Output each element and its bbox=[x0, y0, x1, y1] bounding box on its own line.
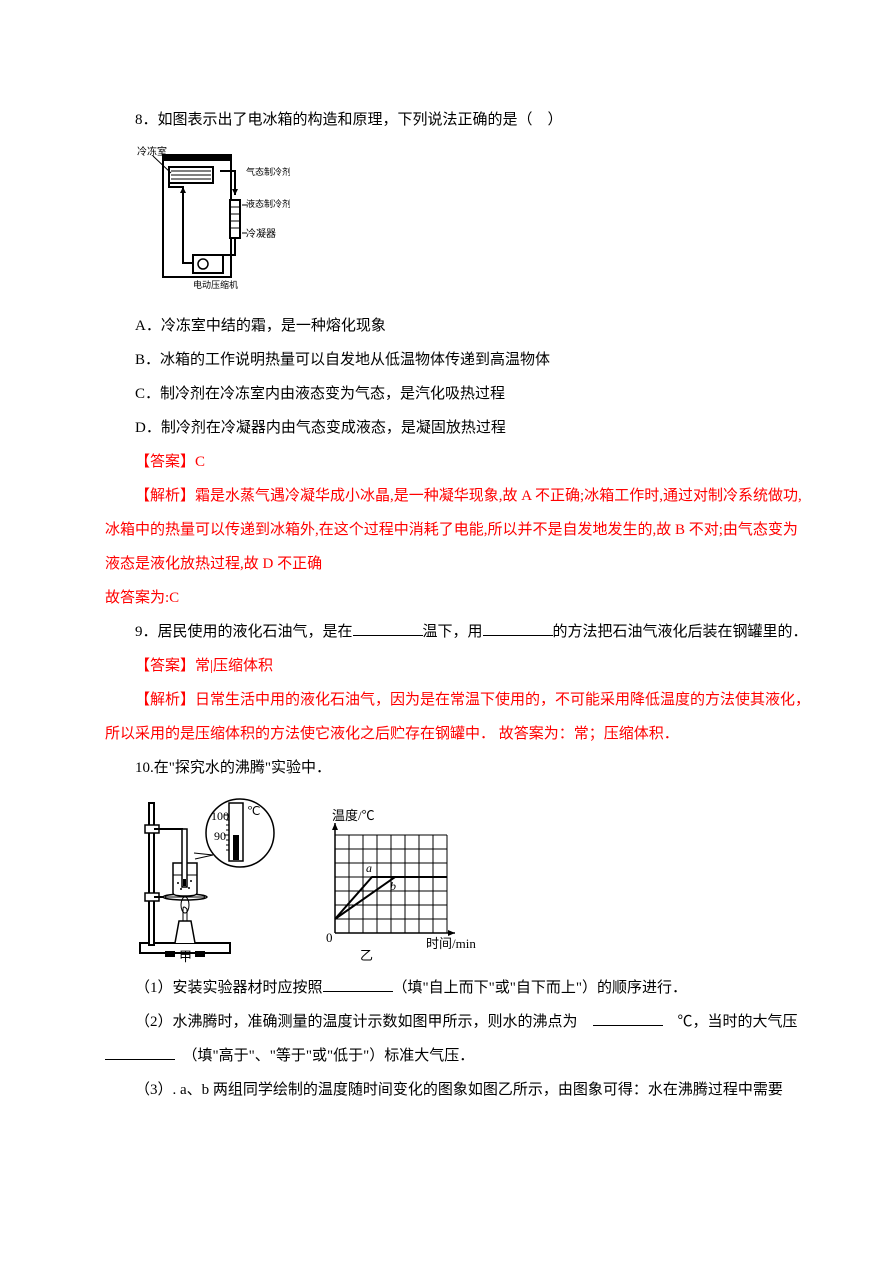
svg-text:100: 100 bbox=[211, 809, 229, 823]
q10-sub2-a: （2）水沸腾时，准确测量的温度计示数如图甲所示，则水的沸点为 bbox=[135, 1014, 593, 1030]
q9-answer: 【答案】常|压缩体积 bbox=[105, 651, 812, 681]
blank-boil bbox=[593, 1010, 663, 1027]
q8-opt-c: C．制冷剂在冷冻室内由液态变为气态，是汽化吸热过程 bbox=[105, 379, 812, 409]
q9-stem: 9．居民使用的液化石油气，是在 温下，用 的方法把石油气液化后装在钢罐里的． bbox=[105, 617, 812, 647]
answer-value: 常|压缩体积 bbox=[195, 658, 273, 674]
q10-sub1: （1）安装实验器材时应按照 （填"自上而下"或"自下而上"）的顺序进行． bbox=[105, 973, 812, 1003]
svg-text:气态制冷剂: 气态制冷剂 bbox=[246, 166, 290, 177]
answer-value: C bbox=[195, 454, 205, 470]
q10-graph: 温度/℃ a b 0 时间/min 乙 bbox=[310, 808, 480, 963]
q9-explain-line2: 所以采用的是压缩体积的方法使它液化之后贮存在钢罐中． 故答案为：常；压缩体积． bbox=[105, 719, 812, 749]
q9-stem-b: 温下，用 bbox=[423, 624, 483, 640]
blank-temp bbox=[353, 620, 423, 637]
q8-stem: 8．如图表示出了电冰箱的构造和原理，下列说法正确的是（ ） bbox=[105, 105, 812, 135]
svg-text:b: b bbox=[390, 879, 396, 893]
explain-text: 霜是水蒸气遇冷凝华成小冰晶,是一种凝华现象,故 A 不正确;冰箱工作时,通过对制… bbox=[195, 488, 802, 504]
svg-text:时间/min: 时间/min bbox=[426, 936, 476, 951]
q8-opt-a: A．冷冻室中结的霜，是一种熔化现象 bbox=[105, 311, 812, 341]
svg-text:甲: 甲 bbox=[179, 949, 192, 963]
explain-label: 【解析】 bbox=[135, 488, 195, 504]
q8-opt-d: D．制冷剂在冷凝器内由气态变成液态，是凝固放热过程 bbox=[105, 413, 812, 443]
q8-explain-line1: 【解析】霜是水蒸气遇冷凝华成小冰晶,是一种凝华现象,故 A 不正确;冰箱工作时,… bbox=[105, 481, 812, 511]
blank-pressure bbox=[105, 1044, 175, 1061]
svg-text:90: 90 bbox=[214, 829, 226, 843]
q8-answer: 【答案】C bbox=[105, 447, 812, 477]
q8-opt-b: B．冰箱的工作说明热量可以自发地从低温物体传递到高温物体 bbox=[105, 345, 812, 375]
q10-sub1-b: （填"自上而下"或"自下而上"）的顺序进行． bbox=[393, 980, 688, 996]
q8-explain-line2: 冰箱中的热量可以传递到冰箱外,在这个过程中消耗了电能,所以并不是自发地发生的,故… bbox=[105, 515, 812, 545]
q10-apparatus: 100 90 ℃ 甲 bbox=[135, 793, 280, 963]
svg-text:冷冻室: 冷冻室 bbox=[137, 145, 167, 158]
q10-sub2-b: ℃，当时的大气压 bbox=[663, 1014, 798, 1030]
q8-diagram: 冷冻室 气态制冷剂 液态制冷剂 冷凝器 电动压缩机 bbox=[135, 145, 812, 301]
explain-label: 【解析】 bbox=[135, 692, 195, 708]
svg-text:0: 0 bbox=[326, 930, 333, 945]
svg-text:电动压缩机: 电动压缩机 bbox=[193, 279, 238, 290]
svg-text:℃: ℃ bbox=[247, 804, 260, 818]
q10-sub2-line1: （2）水沸腾时，准确测量的温度计示数如图甲所示，则水的沸点为 ℃，当时的大气压 bbox=[105, 1007, 812, 1037]
answer-label: 【答案】 bbox=[135, 454, 195, 470]
svg-text:温度/℃: 温度/℃ bbox=[332, 808, 375, 823]
explain-text: 日常生活中用的液化石油气，因为是在常温下使用的，不可能采用降低温度的方法使其液化… bbox=[195, 692, 810, 708]
blank-method bbox=[483, 620, 553, 637]
svg-text:冷凝器: 冷凝器 bbox=[246, 227, 276, 240]
q8-explain-line4: 故答案为:C bbox=[105, 583, 812, 613]
svg-text:a: a bbox=[366, 861, 372, 875]
q8-explain-line3: 液态是液化放热过程,故 D 不正确 bbox=[105, 549, 812, 579]
q10-diagram: 100 90 ℃ 甲 温度/℃ a b 0 bbox=[135, 793, 812, 963]
q9-stem-c: 的方法把石油气液化后装在钢罐里的． bbox=[553, 624, 808, 640]
svg-text:乙: 乙 bbox=[360, 948, 373, 963]
q9-stem-a: 9．居民使用的液化石油气，是在 bbox=[135, 624, 353, 640]
q10-sub1-a: （1）安装实验器材时应按照 bbox=[135, 980, 323, 996]
q10-stem: 10.在"探究水的沸腾"实验中． bbox=[105, 753, 812, 783]
answer-label: 【答案】 bbox=[135, 658, 195, 674]
q10-sub2-c: （填"高于"、"等于"或"低于"）标准大气压． bbox=[190, 1048, 474, 1064]
q10-sub3: （3）. a、b 两组同学绘制的温度随时间变化的图象如图乙所示，由图象可得：水在… bbox=[105, 1075, 812, 1105]
blank-order bbox=[323, 976, 393, 993]
svg-text:液态制冷剂: 液态制冷剂 bbox=[246, 198, 290, 209]
q10-sub2-line2: （填"高于"、"等于"或"低于"）标准大气压． bbox=[105, 1041, 812, 1071]
q9-explain-line1: 【解析】日常生活中用的液化石油气，因为是在常温下使用的，不可能采用降低温度的方法… bbox=[105, 685, 812, 715]
